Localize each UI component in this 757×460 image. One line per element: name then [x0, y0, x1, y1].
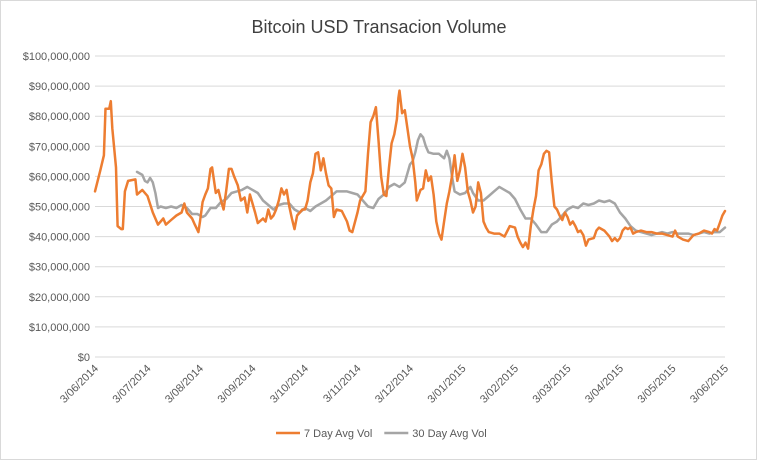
legend: 7 Day Avg Vol 30 Day Avg Vol: [276, 428, 487, 440]
x-tick-label: 3/01/2015: [426, 363, 469, 406]
svg-text:3/03/2015: 3/03/2015: [531, 363, 574, 406]
x-tick-label: 3/02/2015: [478, 363, 521, 406]
legend-label-7-day-avg-vol: 7 Day Avg Vol: [304, 428, 372, 440]
y-tick-label: $40,000,000: [29, 232, 90, 244]
svg-text:3/01/2015: 3/01/2015: [426, 363, 469, 406]
x-tick-label: 3/09/2014: [216, 363, 259, 406]
y-tick-label: $70,000,000: [29, 141, 90, 153]
svg-text:3/12/2014: 3/12/2014: [373, 363, 416, 406]
x-tick-label: 3/08/2014: [163, 363, 206, 406]
y-tick-label: $100,000,000: [23, 51, 90, 63]
svg-text:3/10/2014: 3/10/2014: [268, 363, 311, 406]
svg-text:3/05/2015: 3/05/2015: [636, 363, 679, 406]
x-tick-label: 3/03/2015: [531, 363, 574, 406]
svg-text:3/11/2014: 3/11/2014: [321, 363, 364, 406]
x-tick-label: 3/07/2014: [111, 363, 154, 406]
y-tick-label: $60,000,000: [29, 171, 90, 183]
x-tick-label: 3/06/2014: [58, 363, 101, 406]
y-tick-label: $50,000,000: [29, 202, 90, 214]
y-tick-label: $10,000,000: [29, 322, 90, 334]
x-tick-label: 3/06/2015: [688, 363, 731, 406]
svg-text:3/09/2014: 3/09/2014: [216, 363, 259, 406]
x-tick-label: 3/12/2014: [373, 363, 416, 406]
y-tick-label: $0: [78, 352, 90, 364]
svg-text:3/02/2015: 3/02/2015: [478, 363, 521, 406]
x-tick-label: 3/10/2014: [268, 363, 311, 406]
svg-text:3/08/2014: 3/08/2014: [163, 363, 206, 406]
x-tick-label: 3/05/2015: [636, 363, 679, 406]
series-line-30-day-avg-vol: [135, 133, 727, 237]
x-tick-label: 3/11/2014: [321, 363, 364, 406]
y-tick-label: $30,000,000: [29, 262, 90, 274]
svg-text:3/04/2015: 3/04/2015: [583, 363, 626, 406]
y-axis-tick-labels: $0 $10,000,000 $20,000,000 $30,000,000 $40,0…: [23, 51, 90, 364]
series-lines: [93, 89, 727, 250]
y-tick-label: $80,000,000: [29, 111, 90, 123]
legend-label-30-day-avg-vol: 30 Day Avg Vol: [412, 428, 486, 440]
series-line-7-day-avg-vol: [93, 89, 727, 250]
x-axis-tick-labels: 3/06/2014 3/07/2014 3/08/2014 3/09/2014 3/10…: [58, 363, 731, 406]
gridlines: [95, 55, 725, 358]
svg-text:3/06/2014: 3/06/2014: [58, 363, 101, 406]
svg-text:3/07/2014: 3/07/2014: [111, 363, 154, 406]
x-tick-label: 3/04/2015: [583, 363, 626, 406]
y-tick-label: $90,000,000: [29, 81, 90, 93]
y-tick-label: $20,000,000: [29, 292, 90, 304]
svg-text:3/06/2015: 3/06/2015: [688, 363, 731, 406]
chart-title: Bitcoin USD Transacion Volume: [251, 17, 506, 37]
